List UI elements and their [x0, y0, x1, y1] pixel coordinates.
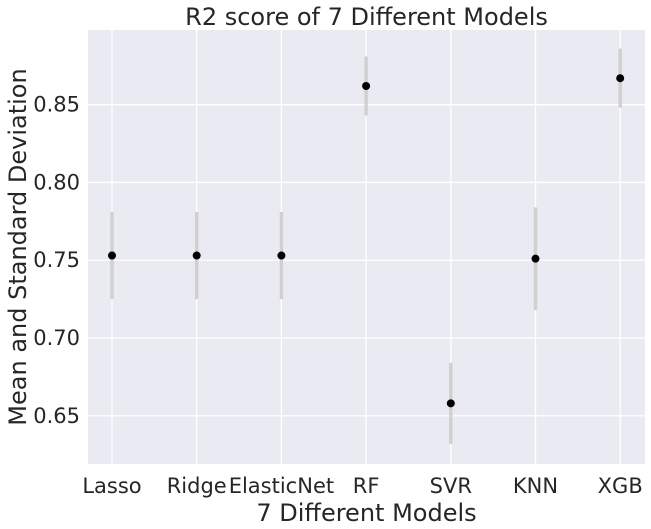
data-point	[108, 251, 116, 260]
x-tick-label: Ridge	[167, 474, 227, 498]
y-tick-label: 0.80	[33, 170, 80, 194]
data-point	[192, 251, 201, 260]
marks-layer	[108, 48, 625, 444]
x-tick-label: KNN	[513, 474, 558, 498]
data-point	[616, 74, 625, 83]
y-axis-label: Mean and Standard Deviation	[4, 68, 32, 425]
y-tick-label: 0.85	[33, 93, 80, 117]
x-tick-label: Lasso	[82, 474, 141, 498]
data-point	[277, 251, 286, 260]
y-tick-label: 0.70	[33, 326, 80, 350]
y-tick-label: 0.65	[33, 404, 80, 428]
data-point	[531, 254, 540, 263]
x-tick-label: SVR	[430, 474, 472, 498]
data-point	[362, 82, 371, 90]
y-tick-label: 0.75	[33, 248, 80, 272]
x-axis-label: 7 Different Models	[256, 499, 476, 527]
chart-title: R2 score of 7 Different Models	[185, 3, 548, 31]
ticks-layer: 0.65 0.70 0.75 0.80 0.85 Lasso Ridge ElasticNet…	[33, 93, 643, 498]
x-tick-label: ElasticNet	[229, 474, 334, 498]
x-tick-label: XGB	[598, 474, 643, 498]
x-tick-label: RF	[353, 474, 380, 498]
data-point	[446, 399, 455, 408]
